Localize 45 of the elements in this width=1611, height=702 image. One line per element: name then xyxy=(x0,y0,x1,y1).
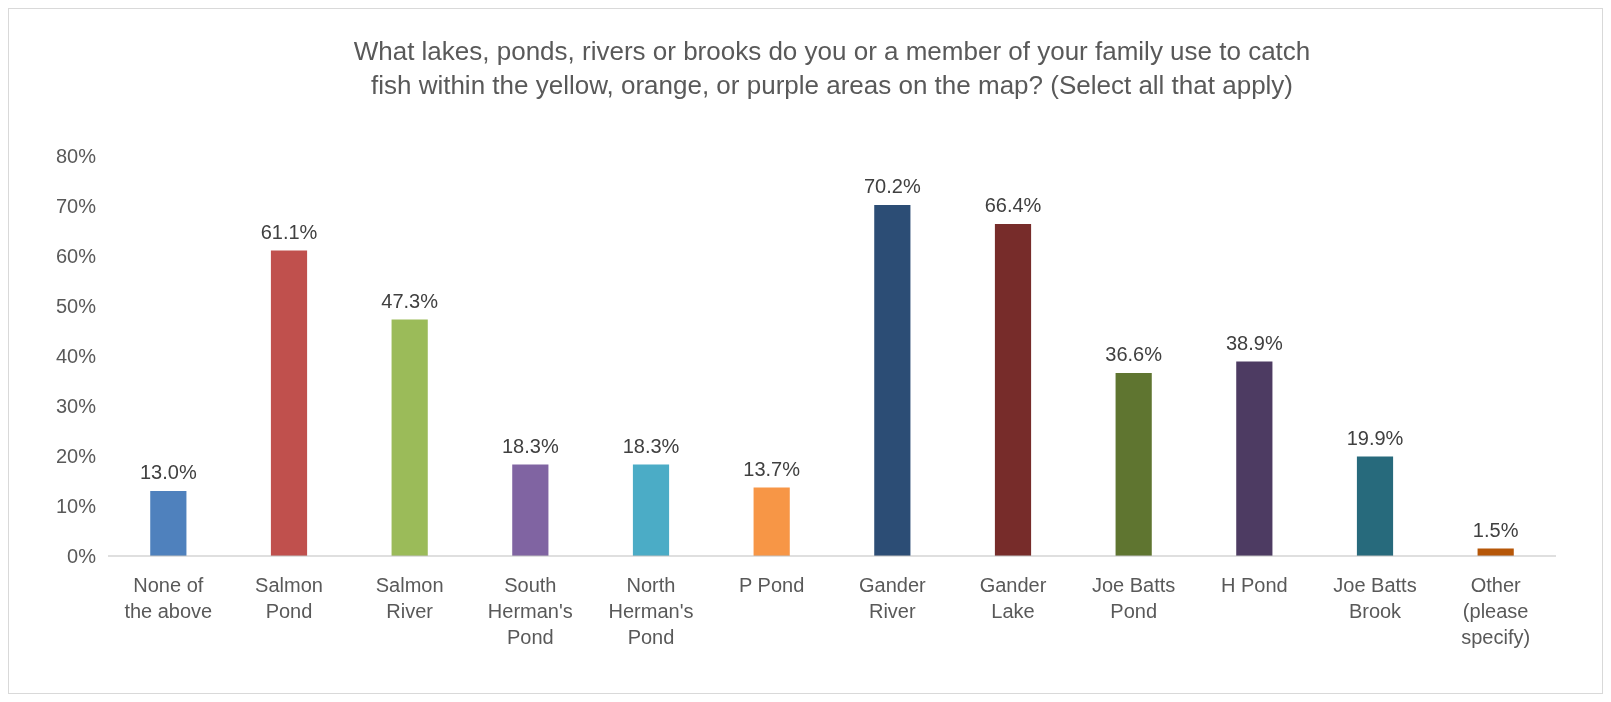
x-tick-label: Joe Batts Pond xyxy=(1091,574,1176,622)
bar xyxy=(391,319,428,556)
x-tick-label: Salmon River xyxy=(375,574,444,622)
y-tick-label: 70% xyxy=(55,195,97,217)
bar xyxy=(150,491,187,556)
y-tick-label: 10% xyxy=(55,495,97,517)
y-tick-label: 80% xyxy=(55,145,97,167)
data-label: 13.0% xyxy=(139,461,197,483)
bar xyxy=(874,205,911,556)
y-tick-label: 30% xyxy=(55,395,97,417)
y-tick-label: 40% xyxy=(55,345,97,367)
bar xyxy=(632,464,670,556)
bar xyxy=(270,250,308,556)
data-label: 1.5% xyxy=(1472,518,1519,541)
y-tick-label: 20% xyxy=(55,445,97,467)
x-tick-label: Gander River xyxy=(858,574,927,622)
chart-title: What lakes, ponds, rivers or brooks do you or a member of your family use to catch fish within the yellow, orange, or purple areas on the map? (Select all that apply) xyxy=(353,36,1311,100)
bar xyxy=(753,487,790,556)
bar xyxy=(994,224,1032,556)
data-label: 13.7% xyxy=(743,457,801,480)
x-tick-label: H Pond xyxy=(1220,574,1288,596)
y-tick-label: 60% xyxy=(55,245,97,267)
x-tick-label: Gander Lake xyxy=(979,574,1047,622)
data-label: 18.3% xyxy=(622,434,680,457)
bar xyxy=(512,464,549,556)
x-tick-label: North Herman's Pond xyxy=(608,574,694,648)
x-tick-label: P Pond xyxy=(739,574,805,596)
x-tick-label: Joe Batts Brook xyxy=(1333,574,1417,622)
bar xyxy=(1356,456,1394,556)
y-tick-label: 0% xyxy=(67,545,97,567)
bar xyxy=(1115,373,1152,556)
data-label: 38.9% xyxy=(1225,331,1283,354)
data-label: 66.4% xyxy=(984,194,1042,216)
data-label: 70.2% xyxy=(863,175,921,197)
x-tick-label: Other (please specify) xyxy=(1461,574,1531,648)
x-tick-label: None of the above xyxy=(124,574,213,622)
x-tick-label: Salmon Pond xyxy=(255,574,323,622)
bar xyxy=(1236,361,1273,556)
data-label: 18.3% xyxy=(501,434,559,457)
data-label: 36.6% xyxy=(1105,343,1163,365)
data-label: 47.3% xyxy=(381,289,439,312)
y-tick-label: 50% xyxy=(55,295,97,317)
x-tick-label: South Herman's Pond xyxy=(487,574,573,648)
data-label: 19.9% xyxy=(1346,426,1404,449)
data-label: 61.1% xyxy=(260,220,318,243)
